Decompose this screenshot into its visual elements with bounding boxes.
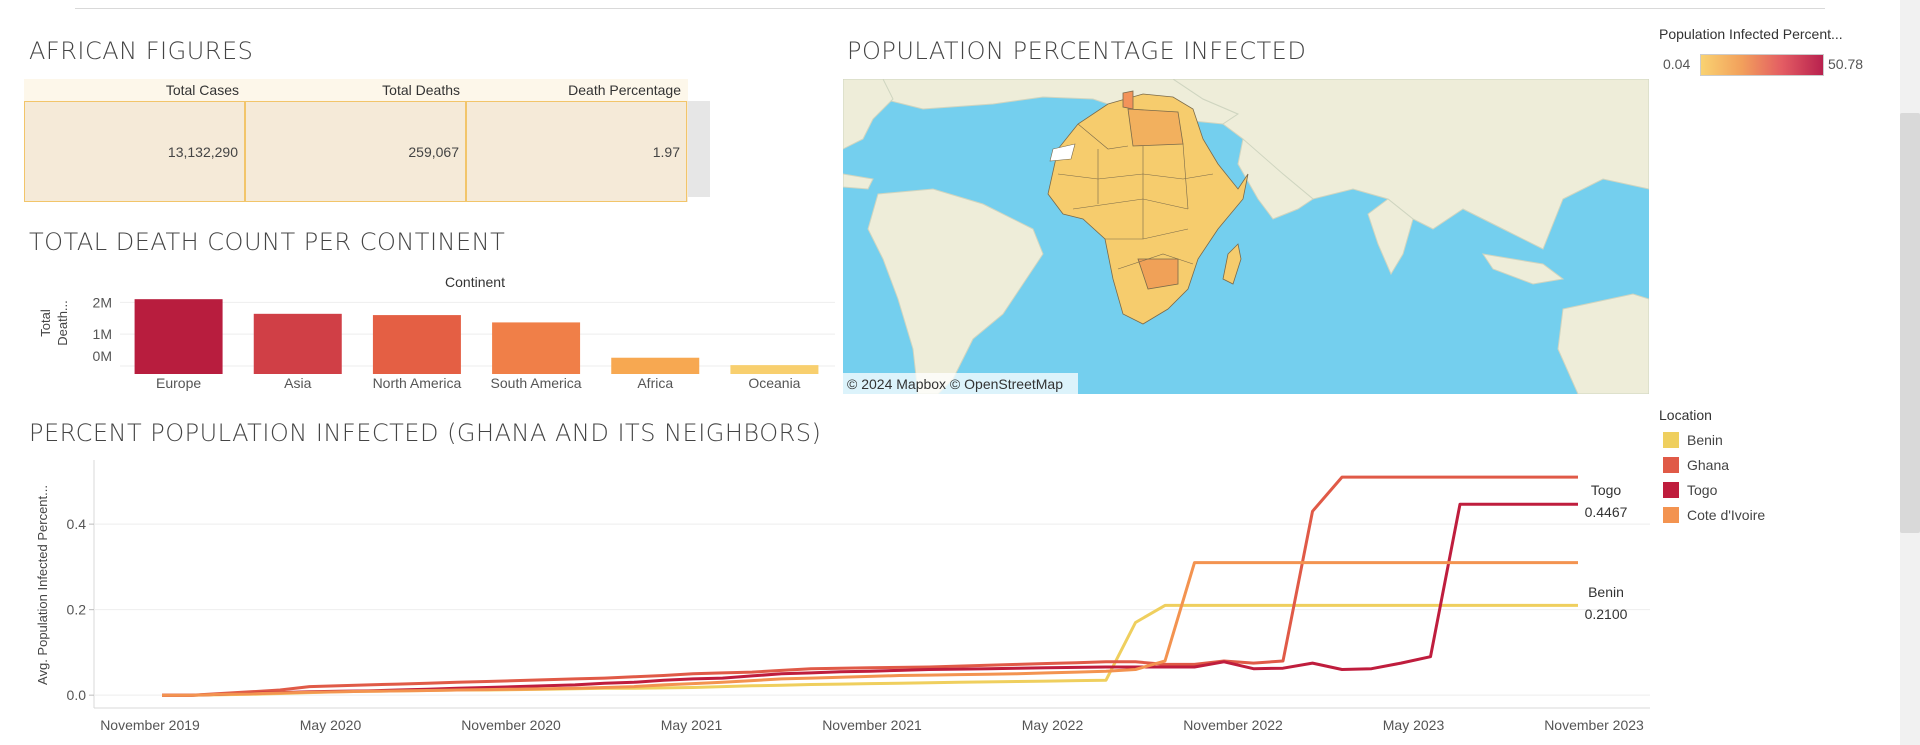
legend-swatch-benin — [1663, 432, 1679, 448]
bar-x-label: Europe — [156, 375, 201, 391]
death-count-bar-chart[interactable]: Continent Total Death... 0M 1M 2M Europe As… — [0, 268, 840, 398]
australia-landmass — [1557, 293, 1649, 394]
india-landmass — [1367, 198, 1414, 276]
attribution-background — [843, 373, 1078, 394]
series-line-cote-d-ivoire[interactable] — [162, 561, 1578, 697]
cell-total-cases[interactable]: 13,132,290 — [24, 101, 245, 202]
gradient-legend-bar — [1700, 54, 1824, 76]
bar-ylabel-line2: Death... — [55, 300, 70, 346]
western-sahara-region — [1049, 143, 1076, 162]
caribbean-landmass — [843, 173, 874, 190]
bar-x-label: Asia — [284, 375, 311, 391]
line-y-tick-label: 0.2 — [67, 602, 87, 618]
african-figures-title: AFRICAN FIGURES — [29, 37, 254, 65]
bar-south-america[interactable] — [492, 322, 581, 374]
gradient-legend-min: 0.04 — [1663, 56, 1691, 72]
legend-swatch-togo — [1663, 482, 1679, 498]
south-america-landmass — [867, 188, 1044, 394]
north-america-landmass — [843, 79, 894, 150]
bar-x-label: Oceania — [748, 375, 800, 391]
legend-label-ghana: Ghana — [1687, 457, 1730, 473]
madagascar-region[interactable] — [1222, 243, 1242, 285]
continent-header: Continent — [445, 274, 505, 290]
world-map[interactable]: © 2024 Mapbox © OpenStreetMap — [843, 79, 1649, 394]
bar-africa[interactable] — [611, 357, 700, 374]
benin-mark-label-value: 0.2100 — [1585, 606, 1628, 622]
line-x-tick-label: November 2020 — [461, 717, 561, 733]
gradient-legend-max: 50.78 — [1828, 56, 1864, 72]
bar-oceania[interactable] — [730, 365, 819, 374]
line-ylabel: Avg. Population Infected Percent... — [35, 485, 50, 685]
line-x-tick-label: November 2019 — [100, 717, 200, 733]
africa-borders — [1057, 123, 1214, 270]
cell-death-percentage[interactable]: 1.97 — [466, 101, 687, 202]
line-x-tick-label: November 2022 — [1183, 717, 1283, 733]
togo-mark-label-name: Togo — [1591, 482, 1622, 498]
bar-north-america[interactable] — [372, 315, 461, 374]
libya-region[interactable] — [1127, 108, 1184, 147]
legend-label-cote-divoire: Cote d'Ivoire — [1687, 507, 1766, 523]
line-y-tick-label: 0.4 — [67, 516, 87, 532]
legend-item-togo[interactable]: Togo — [1663, 482, 1717, 498]
southern-africa-region[interactable] — [1137, 258, 1179, 290]
line-x-tick-label: May 2021 — [661, 717, 723, 733]
series-line-benin[interactable] — [162, 603, 1578, 697]
location-legend-title[interactable]: Location — [1659, 407, 1712, 423]
gradient-legend-title[interactable]: Population Infected Percent... — [1659, 26, 1843, 42]
death-chart-title: TOTAL DEATH COUNT PER CONTINENT — [29, 228, 506, 256]
legend-item-benin[interactable]: Benin — [1663, 432, 1723, 448]
top-divider — [75, 8, 1825, 9]
line-y-tick-label: 0.0 — [67, 687, 87, 703]
legend-swatch-cote-divoire — [1663, 507, 1679, 523]
series-line-ghana[interactable] — [162, 475, 1578, 697]
legend-label-benin: Benin — [1687, 432, 1723, 448]
benin-mark-label-name: Benin — [1588, 584, 1624, 600]
table-header-row: Total Cases Total Deaths Death Percentag… — [24, 79, 688, 101]
legend-item-cote-divoire[interactable]: Cote d'Ivoire — [1663, 507, 1765, 523]
line-x-tick-label: November 2021 — [822, 717, 922, 733]
legend-label-togo: Togo — [1687, 482, 1718, 498]
bar-ylabel-line1: Total — [38, 309, 53, 337]
header-total-cases[interactable]: Total Cases — [165, 82, 239, 98]
bar-asia[interactable] — [253, 313, 342, 374]
line-x-tick-label: May 2022 — [1022, 717, 1084, 733]
bar-y-tick-label: 2M — [93, 294, 112, 310]
line-x-tick-label: November 2023 — [1544, 717, 1644, 733]
cell-total-deaths[interactable]: 259,067 — [245, 101, 466, 202]
line-x-tick-label: May 2023 — [1383, 717, 1445, 733]
line-chart-title: PERCENT POPULATION INFECTED (GHANA AND I… — [29, 419, 822, 447]
african-figures-table[interactable]: Total Cases Total Deaths Death Percentag… — [24, 79, 710, 202]
arabia-landmass — [1237, 138, 1314, 220]
bar-europe[interactable] — [134, 299, 223, 374]
indonesia-landmass — [1481, 253, 1565, 285]
infection-line-chart[interactable]: Avg. Population Infected Percent... 0.0 0… — [0, 455, 1660, 745]
legend-swatch-ghana — [1663, 457, 1679, 473]
legend-item-ghana[interactable]: Ghana — [1663, 457, 1729, 473]
map-title: POPULATION PERCENTAGE INFECTED — [847, 37, 1307, 65]
bar-x-label: South America — [491, 375, 582, 391]
header-total-deaths[interactable]: Total Deaths — [382, 82, 460, 98]
bar-y-tick-label: 1M — [93, 326, 112, 342]
tunisia-region[interactable] — [1122, 90, 1134, 110]
page-scrollbar-thumb[interactable] — [1900, 113, 1920, 533]
togo-mark-label-value: 0.4467 — [1585, 504, 1628, 520]
bar-x-label: North America — [373, 375, 462, 391]
bar-y-tick-label: 0M — [93, 348, 112, 364]
bar-x-label: Africa — [637, 375, 673, 391]
header-death-percentage[interactable]: Death Percentage — [568, 82, 681, 98]
table-scrollbar[interactable] — [688, 101, 710, 197]
table-row[interactable]: 13,132,290 259,067 1.97 — [24, 101, 688, 202]
map-attribution[interactable]: © 2024 Mapbox © OpenStreetMap — [847, 376, 1063, 392]
line-x-tick-label: May 2020 — [300, 717, 362, 733]
